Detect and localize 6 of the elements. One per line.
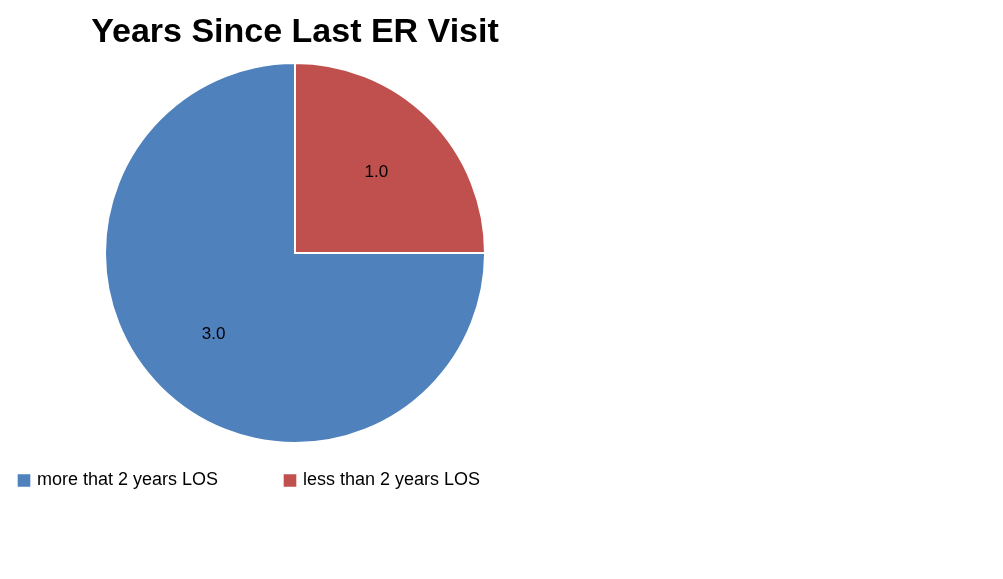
legend-label: more that 2 years LOS (37, 469, 219, 490)
data-label: 3.0 (201, 324, 226, 344)
chart-title: Years Since Last ER Visit (91, 11, 499, 49)
data-label: 1.0 (364, 161, 389, 181)
pie-slice (104, 62, 486, 444)
legend-label: less than 2 years LOS (303, 469, 481, 490)
